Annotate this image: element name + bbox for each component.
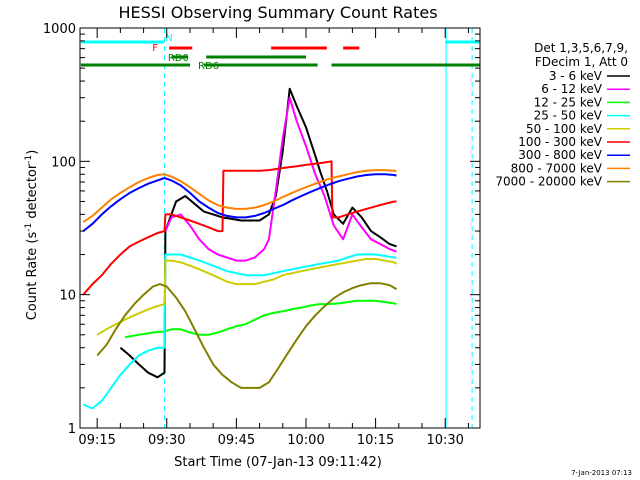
y-axis-label-end: ) [25, 150, 40, 155]
flag-label-5: RD0 [168, 53, 189, 64]
legend-label-7: 800 - 7000 keV [511, 161, 603, 175]
chart-title: HESSI Observing Summary Count Rates [118, 3, 437, 22]
legend-header-line2: FDecim 1, Att 0 [535, 55, 628, 69]
legend-label-1: 6 - 12 keV [541, 82, 603, 96]
x-tick-label-4: 10:15 [357, 433, 394, 448]
y-axis-label: Count Rate (s-1 detector-1) [24, 150, 40, 321]
flag-label-0: N [165, 33, 172, 44]
date-stamp: 7-Jan-2013 07:13 [571, 469, 632, 477]
legend-label-0: 3 - 6 keV [549, 69, 603, 83]
y-axis-label-sup1: -1 [24, 223, 34, 232]
x-tick-label-1: 09:30 [148, 433, 185, 448]
x-tick-label-3: 10:00 [287, 433, 324, 448]
y-tick-label-0: 1 [68, 422, 76, 437]
y-tick-label-3: 1000 [43, 22, 76, 37]
series-group [82, 87, 398, 410]
legend-label-8: 7000 - 20000 keV [495, 175, 602, 189]
legend-label-6: 300 - 800 keV [518, 148, 602, 162]
legend-header-line1: Det 1,3,5,6,7,9, [534, 41, 628, 55]
y-axis-label-sup2: -1 [24, 155, 34, 164]
series-line-2 [124, 299, 397, 339]
x-tick-label-2: 09:45 [218, 433, 255, 448]
series-line-3 [82, 253, 397, 410]
x-axis-label: Start Time (07-Jan-13 09:11:42) [174, 455, 382, 470]
series-line-1 [164, 96, 397, 262]
y-axis-label-main: Count Rate (s [25, 232, 40, 321]
series-line-6 [82, 173, 397, 232]
y-tick-label-2: 100 [51, 155, 76, 170]
series-line-4 [96, 258, 398, 336]
y-tick-label-1: 10 [59, 289, 76, 304]
y-axis-label-mid: detector [25, 163, 40, 223]
flag-label-2: F [152, 43, 158, 54]
series-line-7 [82, 169, 397, 223]
legend-label-3: 25 - 50 keV [534, 109, 603, 123]
legend-label-2: 12 - 25 keV [534, 95, 603, 109]
legend: Det 1,3,5,6,7,9, FDecim 1, Att 0 3 - 6 k… [495, 41, 630, 189]
x-tick-label-5: 10:30 [426, 433, 463, 448]
plot-area: NFRD0RD6110100100009:1509:3009:4510:0010… [43, 22, 481, 448]
legend-label-5: 100 - 300 keV [518, 135, 602, 149]
legend-label-4: 50 - 100 keV [526, 122, 603, 136]
series-line-5 [82, 160, 397, 296]
plot-frame [79, 27, 481, 429]
series-line-8 [96, 282, 397, 389]
x-tick-label-0: 09:15 [78, 433, 115, 448]
